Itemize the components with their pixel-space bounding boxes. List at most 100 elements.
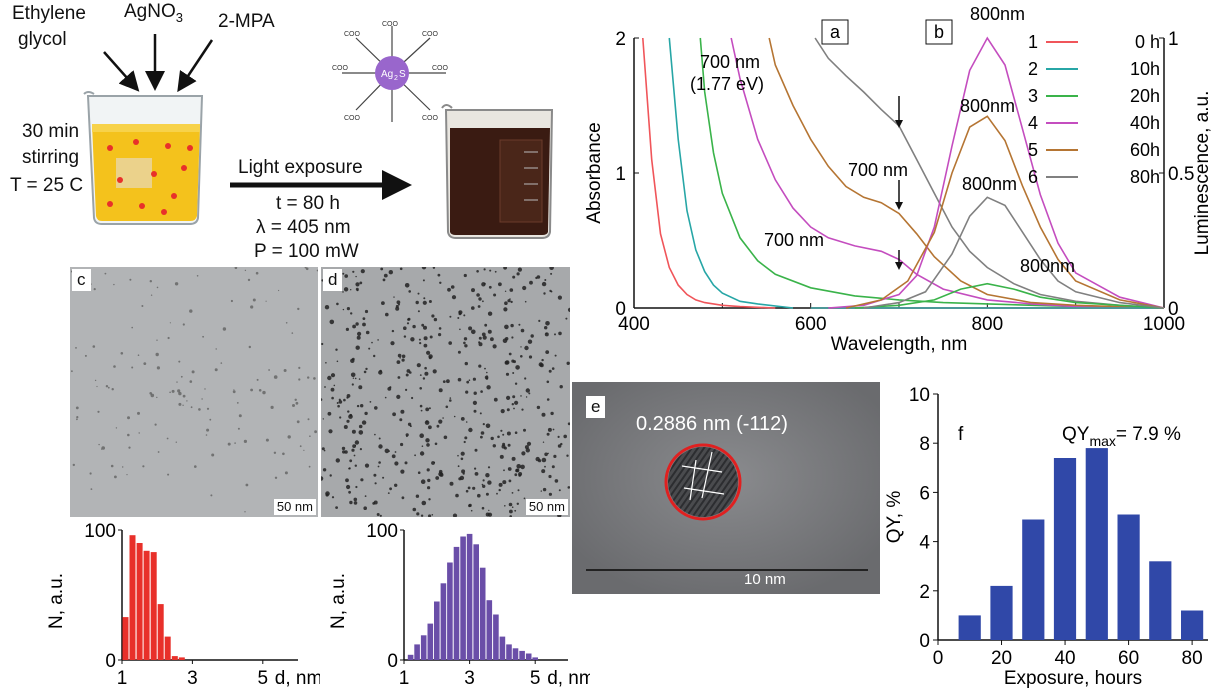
particle [545, 350, 550, 354]
particle [433, 461, 436, 464]
tem-image-d: d 50 nm [321, 267, 570, 517]
particle [378, 370, 383, 375]
particle [461, 469, 466, 474]
particle [201, 398, 203, 400]
particle [167, 336, 170, 340]
particle [178, 360, 181, 363]
particle [487, 466, 491, 469]
particle [524, 377, 527, 380]
arrow-param-wavelength: λ = 405 nm [256, 217, 351, 238]
particle [438, 388, 443, 393]
particle [403, 326, 407, 330]
particle [120, 352, 124, 355]
particle [202, 335, 205, 338]
particle [389, 487, 392, 491]
particle [462, 472, 465, 475]
particle [449, 397, 452, 399]
particle [511, 492, 514, 494]
x-tick-label: 80 [1182, 648, 1203, 669]
particle [476, 270, 479, 273]
legend-number: 5 [1028, 140, 1038, 160]
condition-time: 30 min [22, 121, 80, 142]
particle [177, 389, 181, 393]
particle [363, 506, 367, 510]
particle [171, 389, 175, 393]
particle [365, 330, 370, 335]
particle [554, 479, 559, 483]
particle [427, 486, 431, 490]
particle [238, 414, 242, 418]
particle [422, 300, 427, 305]
annotation-800nm-80h: 800nm [962, 174, 1017, 194]
particle [287, 435, 291, 439]
x-axis-title: Wavelength, nm [831, 334, 968, 355]
legend-label: 60h [1130, 140, 1160, 160]
particle [190, 406, 193, 409]
y-axis-title: QY, % [884, 491, 905, 544]
histogram-bar [532, 657, 538, 660]
particle [189, 309, 193, 313]
particle [447, 287, 451, 292]
particle [463, 337, 468, 341]
particle [127, 416, 130, 420]
particle [354, 377, 357, 380]
particle [211, 453, 215, 457]
particle [517, 267, 522, 272]
particle [364, 463, 370, 468]
panel-label-f: f [958, 424, 964, 445]
particle [419, 387, 422, 390]
particle [360, 269, 365, 274]
particle [182, 323, 185, 326]
particle [343, 287, 349, 292]
particle [546, 432, 550, 436]
particle [513, 407, 515, 410]
particle [498, 482, 503, 487]
particle [348, 490, 351, 494]
particle [488, 509, 490, 512]
particle [127, 433, 130, 437]
particle [487, 329, 492, 334]
particle [559, 385, 563, 389]
particle [333, 384, 336, 387]
svg-text:COO: COO [422, 115, 439, 122]
chart-title: QYmax= 7.9 % [1062, 424, 1181, 449]
particle [426, 468, 430, 472]
particle [131, 326, 133, 329]
particle [481, 506, 485, 510]
y-tick-label: 10 [909, 385, 930, 406]
y-right-tick-label: 0.5 [1168, 164, 1194, 185]
panel-box-a [821, 19, 849, 45]
particle [356, 335, 361, 340]
particle [460, 451, 465, 456]
particle [206, 407, 210, 410]
particle [511, 456, 516, 461]
particle [489, 269, 492, 272]
hrtem-texture [572, 382, 880, 594]
particle [514, 431, 518, 434]
particle [356, 289, 359, 292]
particle [110, 464, 114, 468]
particle [503, 307, 508, 312]
tem-image-c: c 50 nm [70, 267, 318, 517]
particle [451, 295, 457, 300]
particle [364, 495, 367, 497]
particle [308, 465, 311, 468]
legend-label: 80h [1130, 167, 1160, 187]
particle [523, 428, 526, 432]
particle [209, 418, 212, 421]
particle [415, 300, 419, 305]
particle [520, 355, 523, 358]
particle [255, 271, 259, 275]
particle [465, 421, 468, 423]
particle [178, 391, 182, 396]
y-tick-label: 4 [919, 533, 930, 554]
histogram-bar [525, 653, 532, 660]
particle [283, 369, 287, 372]
particle [395, 306, 400, 311]
particle [418, 338, 421, 341]
absorbance-series-3 [699, 37, 1165, 309]
particle [544, 452, 548, 457]
y-tick-label: 0 [615, 299, 626, 320]
particle [256, 378, 259, 381]
particle [343, 398, 346, 402]
